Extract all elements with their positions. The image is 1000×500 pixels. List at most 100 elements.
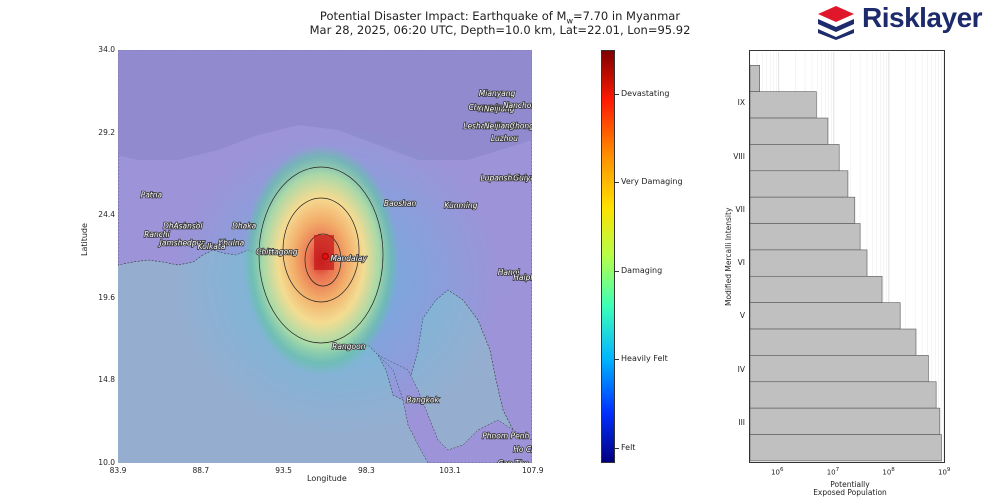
exposure-bar-chart bbox=[749, 50, 945, 463]
colorbar-tick bbox=[615, 94, 619, 95]
city-label: Phnom Penh bbox=[482, 431, 529, 440]
exposure-bar bbox=[750, 196, 856, 224]
city-label: Yibin bbox=[477, 105, 495, 114]
epicenter-marker bbox=[321, 252, 329, 260]
exposure-bar bbox=[750, 144, 840, 172]
mmi-tick-label: IX bbox=[737, 98, 745, 108]
city-label: Dhanbad bbox=[163, 222, 197, 231]
city-label: Chengdu bbox=[468, 103, 502, 112]
bar-ylabel: Modified Mercalli Intensity bbox=[724, 207, 733, 306]
colorbar-label-very-damaging: Very Damaging bbox=[621, 177, 683, 186]
city-label: Lupanshui bbox=[481, 173, 520, 182]
city-label: Bangkok bbox=[406, 395, 439, 404]
exposure-bar bbox=[750, 434, 942, 462]
contour-inner bbox=[282, 197, 360, 303]
city-label: Kunming bbox=[444, 201, 477, 210]
exposure-bar bbox=[750, 64, 760, 92]
map-xtick-label: 107.9 bbox=[522, 466, 544, 475]
population-tick-label: 108 bbox=[882, 467, 895, 477]
map-ytick-label: 14.8 bbox=[98, 375, 115, 385]
city-label: Mianyang bbox=[479, 89, 516, 98]
city-label: Neijiang bbox=[484, 105, 515, 114]
colorbar-tick bbox=[615, 271, 619, 272]
mmi-tick-label: VIII bbox=[733, 151, 745, 161]
colorbar-label-devastating: Devastating bbox=[621, 89, 670, 98]
chart-title-line2: Mar 28, 2025, 06:20 UTC, Depth=10.0 km, … bbox=[309, 23, 691, 37]
city-label: Dhaka bbox=[232, 222, 256, 231]
city-label: Chittagong bbox=[256, 247, 298, 256]
map-ylabel: Latitude bbox=[80, 223, 89, 256]
exposure-bar bbox=[750, 91, 817, 119]
city-label: Chongqing bbox=[510, 122, 532, 131]
risklayer-logo-text: Risklayer bbox=[862, 2, 983, 33]
exposure-bar bbox=[750, 381, 937, 409]
bar-xlabel-line2: Exposed Population bbox=[813, 488, 887, 497]
devastating-core bbox=[314, 235, 334, 270]
exposure-bar bbox=[750, 328, 917, 356]
map-xtick-label: 83.9 bbox=[109, 466, 127, 475]
mmi-tick-label: V bbox=[739, 311, 745, 321]
map-xtick-label: 88.7 bbox=[192, 466, 210, 475]
colorbar-label-felt: Felt bbox=[621, 443, 636, 452]
exposure-bar bbox=[750, 223, 861, 251]
city-label: Baoshan bbox=[384, 199, 417, 208]
population-tick-label: 107 bbox=[826, 467, 840, 477]
colorbar-tick bbox=[615, 359, 619, 360]
colorbar-label-damaging: Damaging bbox=[621, 266, 663, 275]
colorbar-label-heavily-felt: Heavily Felt bbox=[621, 354, 668, 363]
exposure-bar bbox=[750, 302, 901, 330]
city-label: Haiphong bbox=[513, 273, 532, 282]
city-label: Nanchong bbox=[503, 101, 532, 110]
city-label: Mandalay bbox=[330, 254, 367, 263]
risklayer-logo-icon bbox=[818, 6, 854, 40]
map-ytick-label: 29.2 bbox=[98, 127, 115, 137]
city-labels: MianyangChengduYibinNeijiangNanchongLesh… bbox=[140, 88, 532, 463]
colorbar-tick bbox=[615, 448, 619, 449]
population-tick-label: 106 bbox=[771, 467, 784, 477]
mmi-tick-label: III bbox=[738, 418, 745, 428]
colorbar-tick bbox=[615, 182, 619, 183]
city-label: Patna bbox=[141, 191, 163, 200]
map-xtick-label: 103.1 bbox=[439, 466, 461, 475]
intensity-colorbar bbox=[601, 50, 615, 463]
map-xtick-label: 98.3 bbox=[358, 466, 375, 475]
mmi-tick-label: VII bbox=[735, 204, 745, 214]
map-ytick-label: 19.6 bbox=[98, 292, 115, 302]
city-label: Rangoon bbox=[332, 342, 365, 351]
chart-title-line1: Potential Disaster Impact: Earthquake of… bbox=[319, 9, 681, 26]
map-ytick-label: 24.4 bbox=[98, 210, 115, 220]
city-label: Can Tho bbox=[498, 459, 529, 463]
risklayer-logo: Risklayer bbox=[812, 2, 1000, 40]
city-label: Neijiang bbox=[484, 122, 515, 131]
city-label: Luzhou bbox=[491, 134, 518, 143]
exposure-bar bbox=[750, 407, 941, 435]
exposure-bar bbox=[750, 275, 883, 303]
mmi-tick-label: VI bbox=[737, 258, 745, 268]
city-label: Ranchi bbox=[144, 230, 170, 239]
city-label: Leshan bbox=[463, 122, 490, 131]
contour-mid bbox=[258, 166, 384, 344]
contour-core bbox=[304, 233, 342, 287]
city-label: Jamshedpur bbox=[158, 239, 206, 248]
city-label: Asansol bbox=[172, 222, 203, 231]
city-label: Khulna bbox=[218, 239, 244, 248]
map-xtick-label: 93.5 bbox=[275, 466, 292, 475]
city-label: Kolkata bbox=[198, 242, 226, 251]
terrain-highlands bbox=[118, 50, 532, 160]
city-label: Hanoi bbox=[498, 268, 521, 277]
bar-series bbox=[750, 64, 942, 462]
exposure-bar bbox=[750, 170, 849, 198]
map-xlabel: Longitude bbox=[307, 474, 347, 483]
intensity-map: MianyangChengduYibinNeijiangNanchongLesh… bbox=[118, 50, 532, 463]
map-ytick-label: 10.0 bbox=[98, 458, 115, 467]
population-tick-label: 109 bbox=[938, 467, 951, 477]
exposure-bar bbox=[750, 117, 829, 145]
map-ytick-label: 34.0 bbox=[98, 45, 115, 54]
land-region-south bbox=[377, 354, 532, 463]
bar-xlabel-line1: Potentially bbox=[830, 480, 870, 489]
city-label: Ho Chi Minh City bbox=[513, 445, 532, 454]
mmi-tick-label: IV bbox=[737, 364, 745, 374]
exposure-bar bbox=[750, 355, 929, 383]
city-label: Guiyang bbox=[513, 173, 532, 182]
exposure-bar bbox=[750, 249, 868, 277]
